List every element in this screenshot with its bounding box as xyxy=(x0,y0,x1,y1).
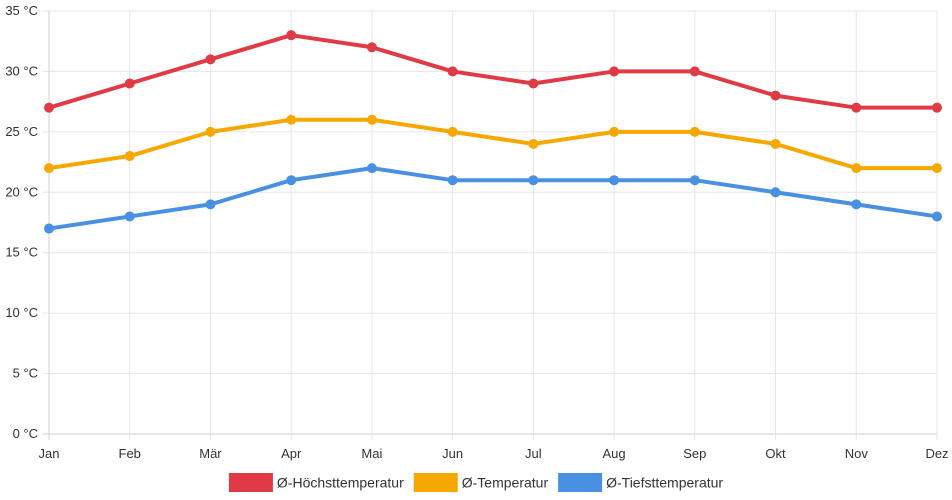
legend-label: Ø-Temperatur xyxy=(462,475,549,491)
data-point[interactable] xyxy=(851,199,862,210)
data-point[interactable] xyxy=(770,187,781,198)
data-point[interactable] xyxy=(124,211,135,222)
legend-swatch xyxy=(228,473,273,492)
legend-item[interactable]: Ø-Temperatur xyxy=(413,473,549,492)
y-tick-label: 35 °C xyxy=(5,3,38,18)
data-point[interactable] xyxy=(447,66,458,77)
x-tick-label: Mai xyxy=(361,446,382,461)
x-tick-label: Sep xyxy=(683,446,706,461)
series-2 xyxy=(44,163,942,234)
y-tick-label: 15 °C xyxy=(5,245,38,260)
series-line xyxy=(47,33,939,110)
x-tick-label: Dez xyxy=(925,446,948,461)
data-point[interactable] xyxy=(609,66,620,77)
x-tick-label: Mär xyxy=(199,446,222,461)
legend: Ø-Höchsttemperatur Ø-Temperatur Ø-Tiefstte… xyxy=(228,473,723,492)
data-point[interactable] xyxy=(609,126,620,137)
data-point[interactable] xyxy=(689,66,700,77)
data-point[interactable] xyxy=(447,175,458,186)
grid xyxy=(43,10,938,440)
x-tick-label: Aug xyxy=(603,446,626,461)
data-point[interactable] xyxy=(528,138,539,149)
series-line xyxy=(47,117,939,171)
data-point[interactable] xyxy=(528,175,539,186)
x-tick-label: Feb xyxy=(119,446,141,461)
data-point[interactable] xyxy=(286,175,297,186)
y-axis-ticks: 0 °C 5 °C 10 °C 15 °C 20 °C 25 °C 30 °C 35 °C xyxy=(5,3,38,441)
data-point[interactable] xyxy=(366,114,377,125)
data-point[interactable] xyxy=(528,78,539,89)
x-tick-label: Jan xyxy=(39,446,60,461)
legend-label: Ø-Höchsttemperatur xyxy=(277,475,404,491)
x-tick-label: Nov xyxy=(845,446,869,461)
data-point[interactable] xyxy=(932,211,942,222)
x-tick-label: Jul xyxy=(525,446,542,461)
legend-swatch xyxy=(558,473,603,492)
x-tick-label: Apr xyxy=(281,446,302,461)
data-point[interactable] xyxy=(286,30,297,41)
y-tick-label: 5 °C xyxy=(13,366,38,381)
data-point[interactable] xyxy=(44,102,54,113)
series-line xyxy=(47,166,939,231)
data-point[interactable] xyxy=(286,114,297,125)
y-tick-label: 0 °C xyxy=(13,426,38,441)
data-point[interactable] xyxy=(851,163,862,174)
y-tick-label: 30 °C xyxy=(5,63,38,78)
series-lines xyxy=(44,30,942,234)
y-tick-label: 10 °C xyxy=(5,305,38,320)
data-point[interactable] xyxy=(205,54,216,65)
data-point[interactable] xyxy=(366,163,377,174)
data-point[interactable] xyxy=(44,223,54,234)
data-point[interactable] xyxy=(689,126,700,137)
data-point[interactable] xyxy=(44,163,54,174)
legend-item[interactable]: Ø-Tiefsttemperatur xyxy=(558,473,723,492)
series-1 xyxy=(44,114,942,174)
data-point[interactable] xyxy=(609,175,620,186)
data-point[interactable] xyxy=(689,175,700,186)
data-point[interactable] xyxy=(770,90,781,101)
y-tick-label: 20 °C xyxy=(5,184,38,199)
legend-label: Ø-Tiefsttemperatur xyxy=(606,475,723,491)
data-point[interactable] xyxy=(205,126,216,137)
x-tick-label: Jun xyxy=(442,446,463,461)
series-0 xyxy=(44,30,942,113)
x-axis-ticks: Jan Feb Mär Apr Mai Jun Jul Aug Sep Okt Nov Dez xyxy=(39,446,949,461)
data-point[interactable] xyxy=(851,102,862,113)
data-point[interactable] xyxy=(770,138,781,149)
data-point[interactable] xyxy=(124,151,135,162)
data-point[interactable] xyxy=(932,102,942,113)
legend-item[interactable]: Ø-Höchsttemperatur xyxy=(228,473,404,492)
data-point[interactable] xyxy=(205,199,216,210)
data-point[interactable] xyxy=(366,42,377,53)
data-point[interactable] xyxy=(124,78,135,89)
legend-swatch xyxy=(413,473,458,492)
data-point[interactable] xyxy=(447,126,458,137)
x-tick-label: Okt xyxy=(765,446,786,461)
y-tick-label: 25 °C xyxy=(5,124,38,139)
data-point[interactable] xyxy=(932,163,942,174)
